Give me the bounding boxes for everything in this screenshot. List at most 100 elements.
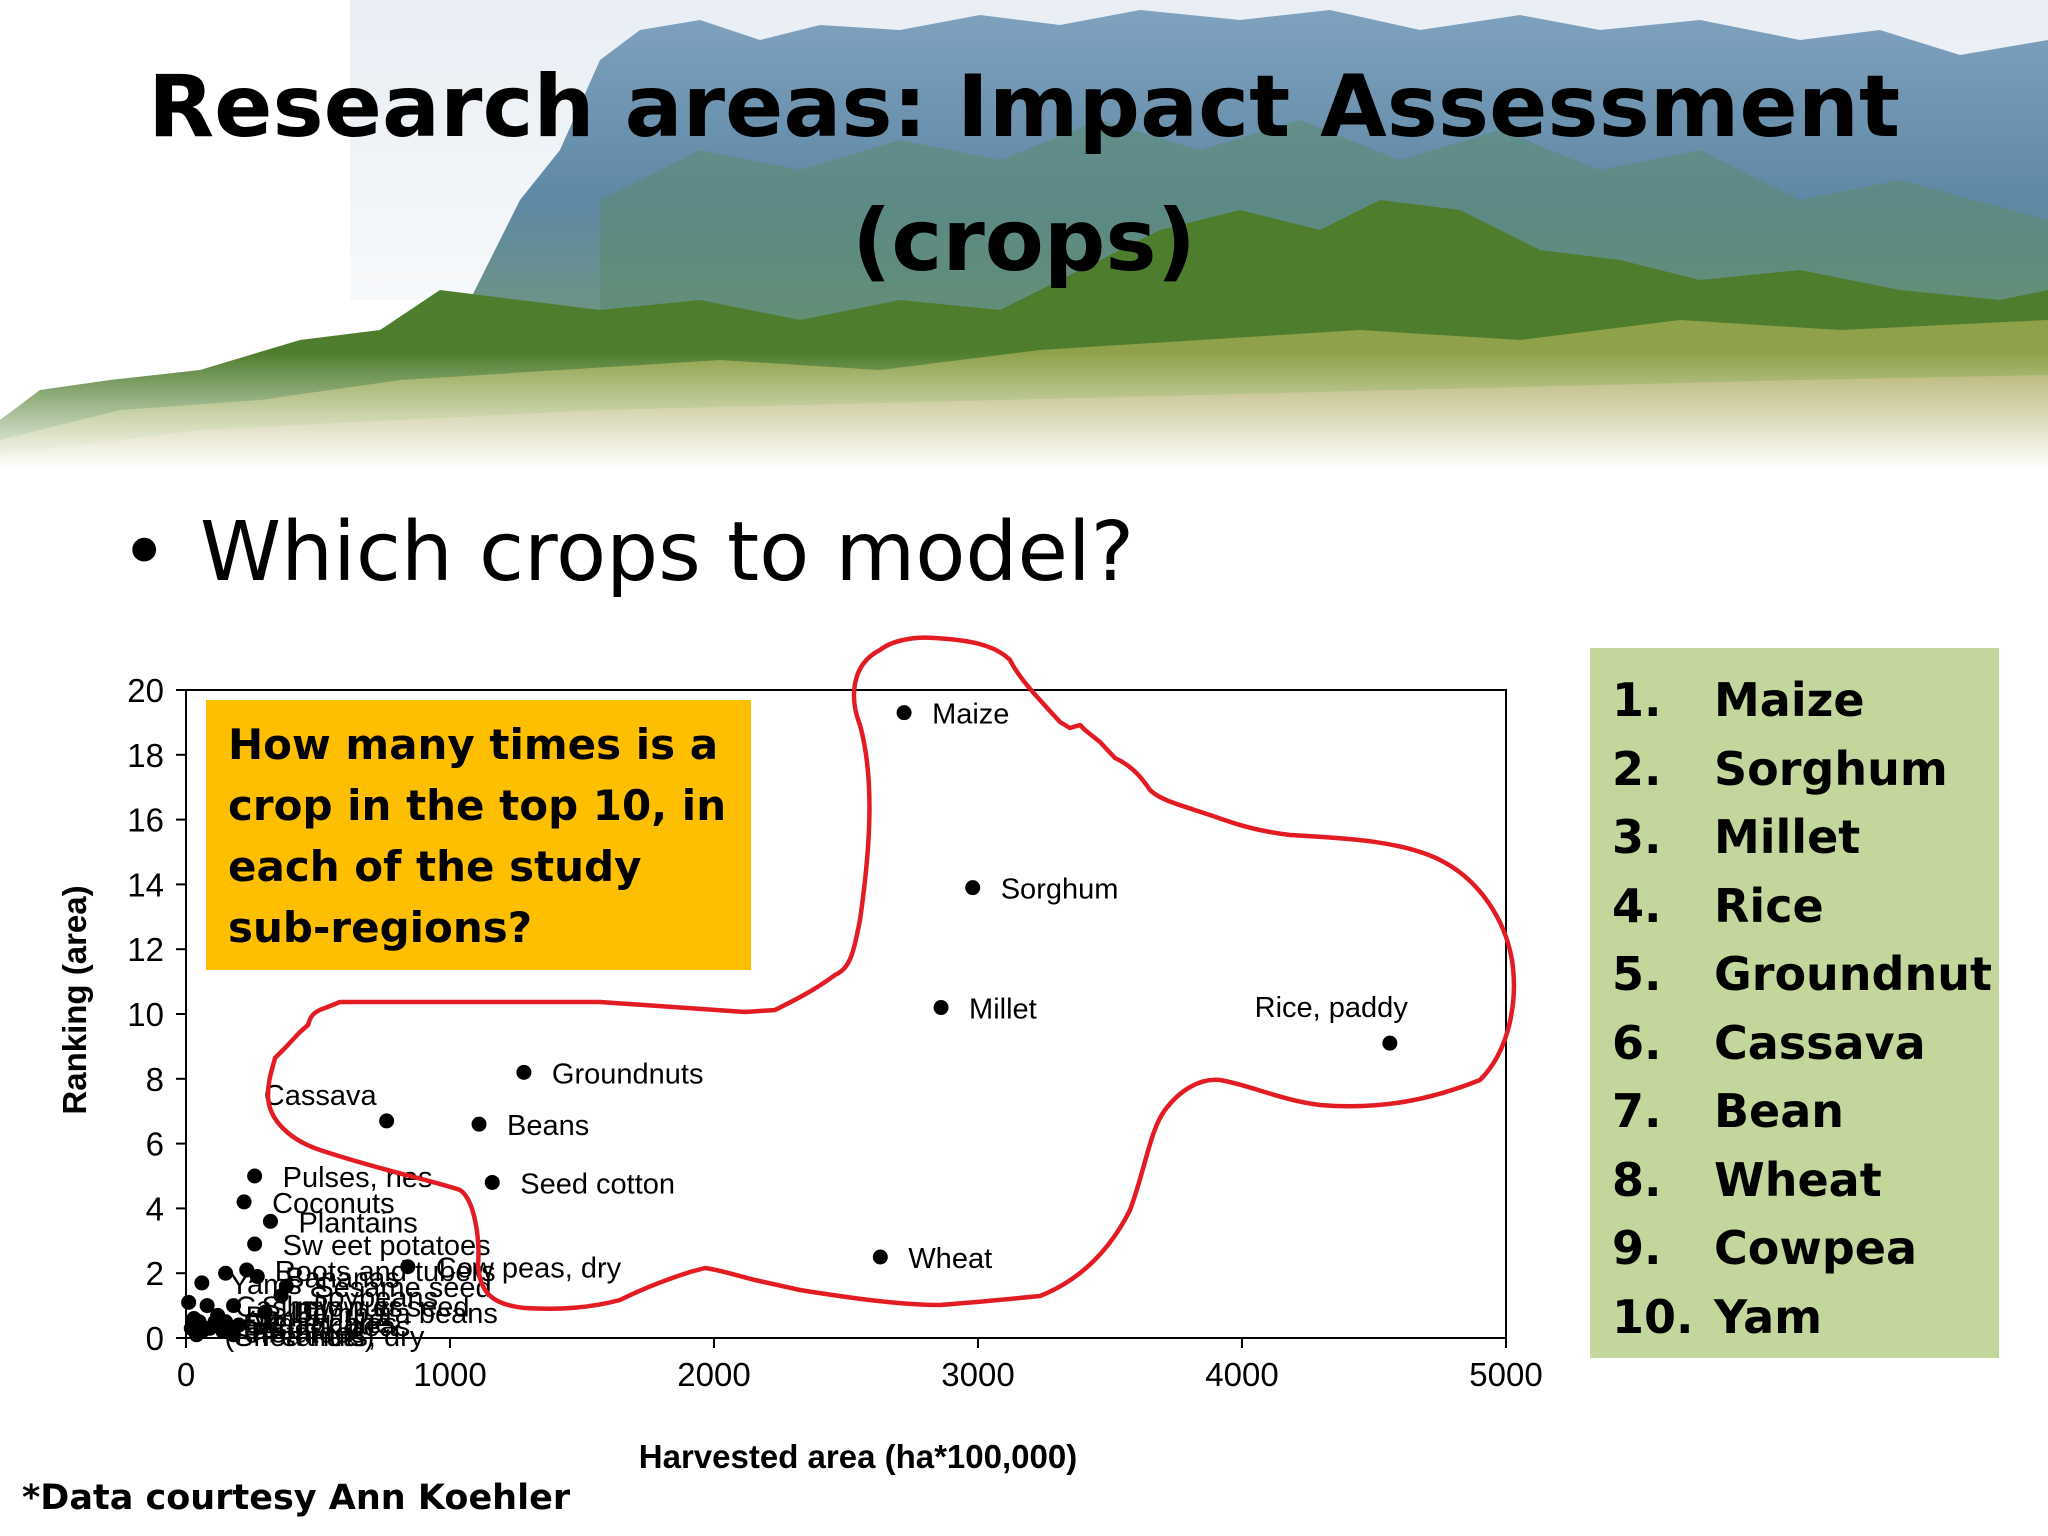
ranking-crop-name: Millet (1714, 810, 1861, 864)
axis-ticks: 0 1000 2000 3000 4000 5000 0 2 4 6 8 10 12 14 16 18 20 (127, 672, 1542, 1393)
data-credit: *Data courtesy Ann Koehler (22, 1478, 571, 1518)
x-axis-title: Harvested area (ha*100,000) (639, 1438, 1077, 1475)
point-label: Millet (969, 994, 1037, 1026)
ranking-number: 10. (1612, 1289, 1694, 1344)
point-label: Sesame seed (314, 1272, 491, 1304)
question-callout: How many times is a crop in the top 10, … (206, 700, 751, 970)
point-label: Taro (238, 1314, 294, 1346)
data-point (516, 1064, 532, 1080)
data-point (247, 1168, 263, 1184)
point-label: Sw eet potatoes (283, 1230, 491, 1262)
data-point (247, 1236, 263, 1252)
ranking-crop-name: Wheat (1714, 1152, 1882, 1207)
x-tick-label: 2000 (677, 1356, 750, 1393)
ranking-crop-name: Cowpea (1714, 1221, 1918, 1275)
ranking-item: 10. Yam (1612, 1283, 1999, 1352)
point-label: Coconuts (272, 1188, 395, 1220)
y-tick-label: 0 (146, 1320, 164, 1357)
point-label: Wheat (908, 1243, 992, 1275)
point-label: Rice, paddy (1255, 992, 1409, 1024)
slide-title: Research areas: Impact Assessment (crops… (0, 40, 2048, 308)
y-tick-label: 10 (127, 996, 164, 1033)
bullet-icon: • (120, 505, 169, 600)
data-point (257, 1304, 273, 1320)
point-label: Bananas (285, 1262, 400, 1294)
data-point (226, 1327, 242, 1343)
axis-titles: Harvested area (ha*100,000) Ranking (are… (56, 885, 1077, 1475)
ranking-crop-name: Bean (1714, 1084, 1845, 1138)
point-label: Cassava (264, 1080, 378, 1112)
ranking-item: 1. Maize (1612, 666, 1999, 735)
data-point (226, 1298, 242, 1314)
point-label: Sorghum (1001, 874, 1119, 906)
ranking-number: 3. (1612, 810, 1662, 864)
data-points: Maize Sorghum Millet Rice, paddy Groundnuts C… (181, 699, 1408, 1353)
point-label: Cow peas, dry (436, 1253, 622, 1285)
data-point (262, 1213, 278, 1229)
point-label: Yams (230, 1269, 302, 1301)
point-label: Roots and tubers (275, 1256, 496, 1288)
point-label: Soybeans (309, 1282, 438, 1314)
y-tick-label: 2 (146, 1255, 164, 1292)
point-label: Pulses, nes (283, 1162, 433, 1194)
point-label: Plantains (298, 1207, 417, 1239)
point-label: Potatoes (251, 1318, 365, 1350)
data-point (194, 1275, 210, 1291)
data-point (273, 1288, 289, 1304)
data-point (218, 1265, 234, 1281)
data-point (236, 1194, 252, 1210)
ranking-number: 6. (1612, 1015, 1662, 1070)
title-line-1: Research areas: Impact Assessment (147, 57, 1901, 157)
ranking-item: 4. Rice (1612, 872, 1999, 941)
ranking-crop-name: Rice (1714, 878, 1824, 933)
scatter-chart: 0 1000 2000 3000 4000 5000 0 2 4 6 8 10 12 14 16 18 20 M… (56, 635, 1543, 1475)
data-point (181, 1294, 197, 1310)
crop-ranking-panel: 1. Maize 2. Sorghum 3. Millet 4. Rice 5. Groundnu… (1590, 648, 1999, 1358)
data-point (896, 705, 912, 721)
point-label: Groundnuts (552, 1058, 704, 1090)
point-label: Vegetables (254, 1308, 398, 1340)
ranking-item: 7. Bean (1612, 1077, 1999, 1146)
data-point (965, 880, 981, 896)
x-tick-label: 0 (177, 1356, 195, 1393)
ranking-item: 3. Millet (1612, 803, 1999, 872)
x-tick-label: 4000 (1205, 1356, 1278, 1393)
ranking-item: 2. Sorghum (1612, 735, 1999, 804)
ranking-crop-name: Yam (1714, 1289, 1823, 1344)
crop-ranking-list: 1. Maize 2. Sorghum 3. Millet 4. Rice 5. Groundnu… (1612, 666, 1999, 1351)
data-point (484, 1174, 500, 1190)
title-line-2: (crops) (852, 191, 1196, 291)
data-point (933, 1000, 949, 1016)
ranking-crop-name: Groundnut (1714, 947, 1992, 1001)
ranking-number: 2. (1612, 741, 1662, 796)
data-point (1382, 1035, 1398, 1051)
ranking-item: 5. Groundnut (1612, 940, 1999, 1009)
y-tick-label: 18 (127, 737, 164, 774)
point-label: Chick peas (267, 1311, 410, 1343)
mountain-landscape-banner (0, 0, 2048, 470)
point-label: Sunflow er seed (262, 1292, 470, 1324)
y-tick-label: 6 (146, 1126, 164, 1163)
y-tick-label: 16 (127, 802, 164, 839)
x-tick-label: 3000 (941, 1356, 1014, 1393)
x-tick-label: 1000 (413, 1356, 486, 1393)
data-point (379, 1113, 395, 1129)
ranking-crop-name: Cassava (1714, 1015, 1926, 1070)
ranking-item: 6. Cassava (1612, 1009, 1999, 1078)
ranking-number: 9. (1612, 1221, 1662, 1275)
data-point (191, 1314, 207, 1330)
data-point (207, 1314, 223, 1330)
point-label: Sugar cane (243, 1308, 391, 1340)
ranking-number: 4. (1612, 878, 1662, 933)
data-point (400, 1259, 416, 1275)
ranking-item: 9. Cowpea (1612, 1214, 1999, 1283)
data-point (249, 1268, 265, 1284)
ranking-number: 5. (1612, 947, 1662, 1001)
bullet-text: Which crops to model? (200, 505, 1135, 600)
ranking-number: 7. (1612, 1084, 1662, 1138)
y-tick-label: 8 (146, 1061, 164, 1098)
y-tick-label: 4 (146, 1190, 164, 1227)
y-tick-label: 20 (127, 672, 164, 709)
y-tick-label: 12 (127, 931, 164, 968)
data-point (872, 1249, 888, 1265)
